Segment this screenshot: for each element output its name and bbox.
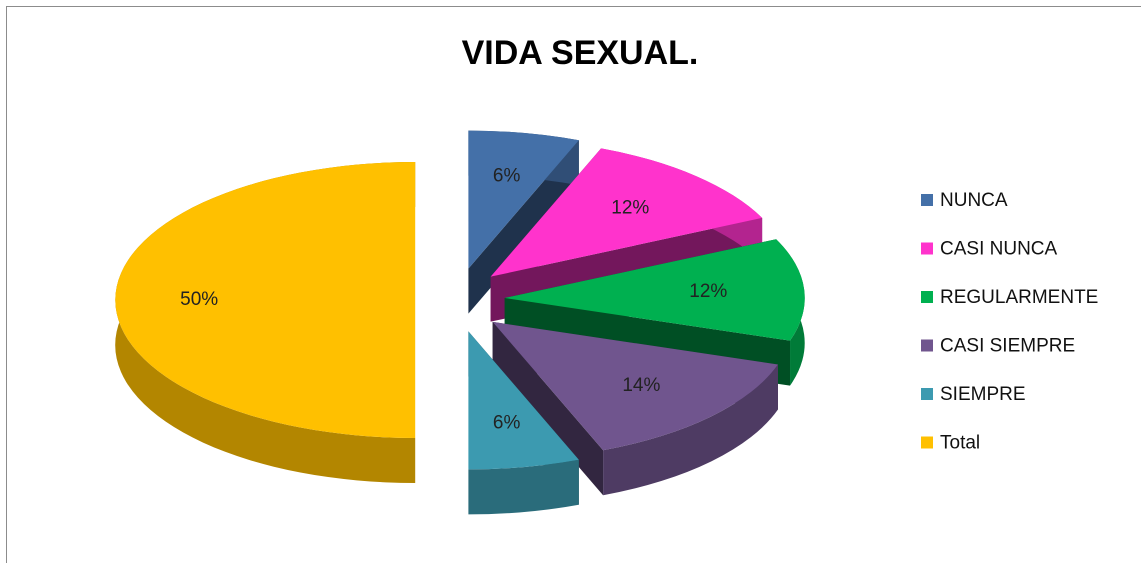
slice-side [492,321,604,496]
legend-label: SIEMPRE [940,384,1026,405]
data-label: 12% [689,281,727,302]
data-label: 14% [622,375,660,396]
legend-label: NUNCA [940,190,1008,211]
slice [468,331,579,515]
legend-label: REGULARMENTE [940,287,1098,308]
data-label: 6% [493,165,521,186]
slice-top [490,148,763,277]
slice-wall [603,364,778,496]
legend-swatch [921,194,933,206]
slice [468,130,579,314]
data-label: 6% [493,413,521,434]
slice-top [492,321,778,451]
legend-swatch [921,436,933,449]
slice-top [468,331,579,470]
chart-title: VIDA SEXUAL. [462,34,699,72]
data-label: 50% [180,289,218,310]
legend-label: Total [940,433,980,454]
legend-swatch [921,339,933,352]
legend-swatch [921,291,933,303]
slice-top [115,162,416,438]
legend-swatch [921,388,933,400]
slice [492,321,778,496]
legend-label: CASI NUNCA [940,239,1058,260]
slice-top [468,130,579,269]
slice-top [504,239,805,341]
data-label: 12% [611,197,649,218]
slice [115,162,416,483]
slice-side [468,140,579,314]
legend-label: CASI SIEMPRE [940,336,1075,357]
slice-wall [468,459,579,515]
legend-swatch [921,242,933,255]
